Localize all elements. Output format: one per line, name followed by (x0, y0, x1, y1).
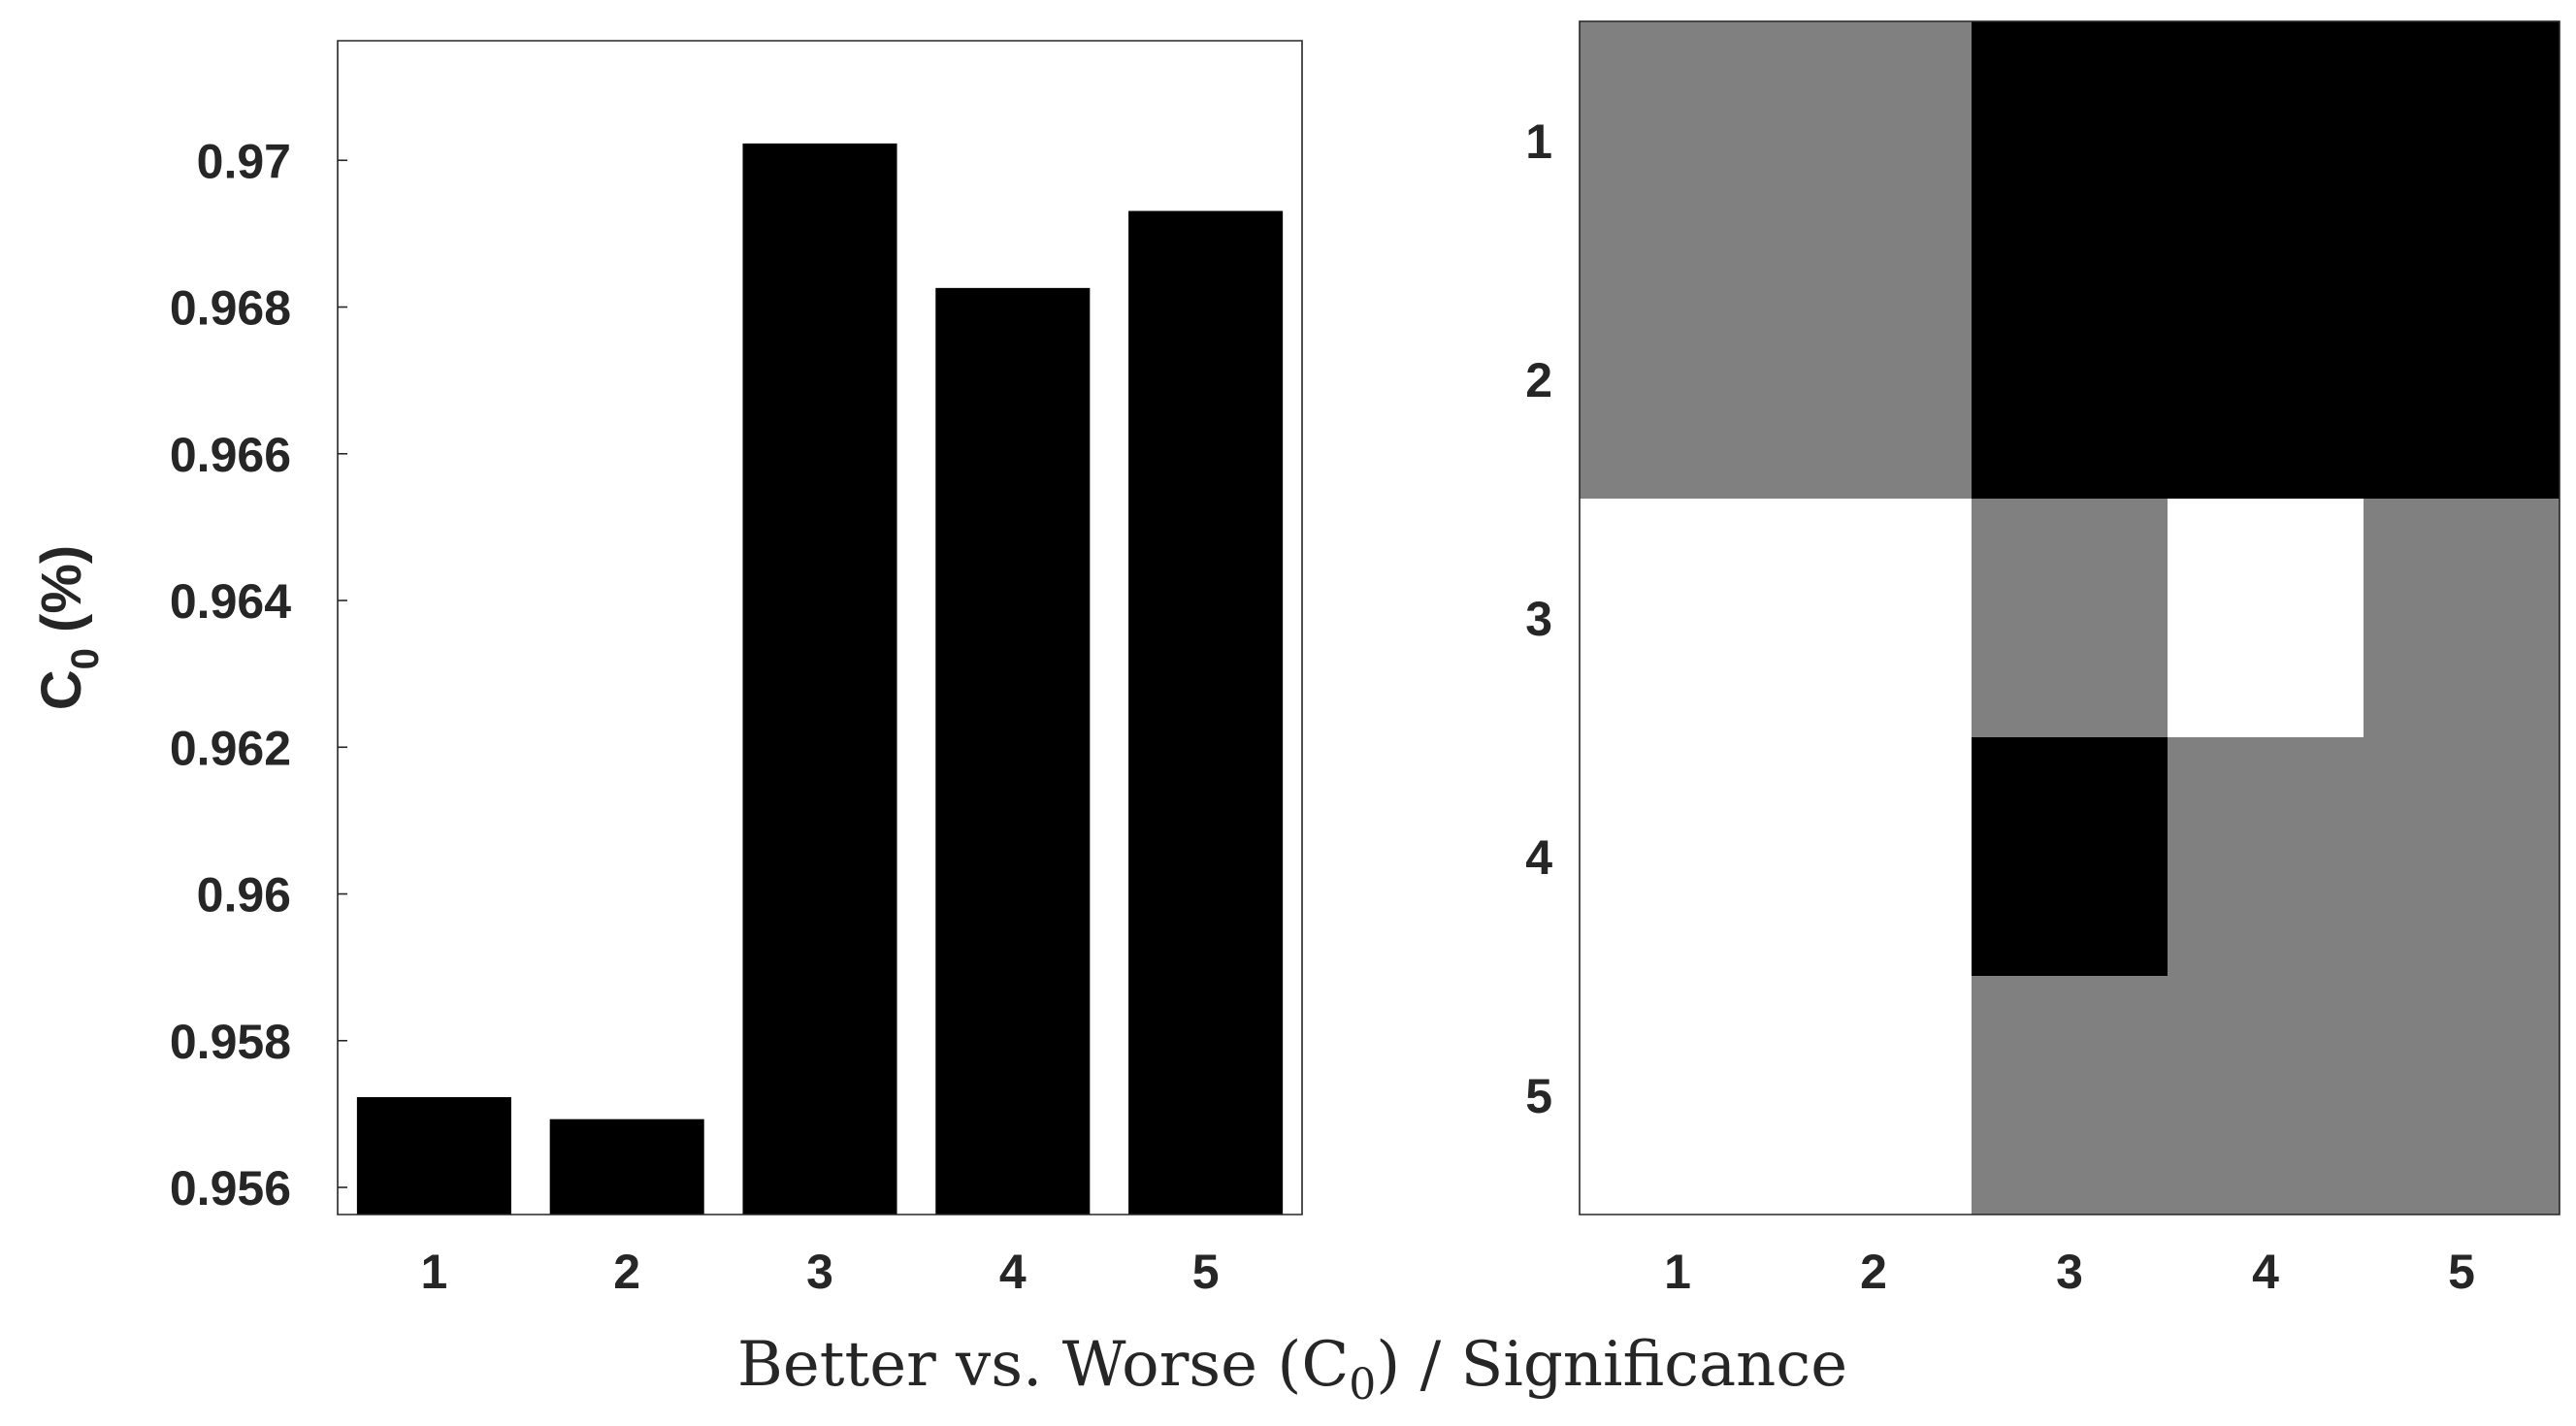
bar-y-tick-0.958: 0.958 (170, 1015, 291, 1069)
heatmap-cell-1-3 (1972, 21, 2168, 261)
heatmap-cell-2-1 (1580, 260, 1777, 500)
bar-5 (1128, 211, 1284, 1215)
bar-x-tick-labels: 1 2 3 4 5 (420, 1245, 1219, 1299)
figure-x-axis-label-part1: Better vs. Worse (C (737, 1329, 1349, 1401)
heatmap-cell-4-1 (1580, 737, 1777, 977)
heatmap-cell-4-3 (1972, 737, 2168, 977)
bar-y-tick-0.97: 0.97 (197, 134, 291, 188)
heatmap-cell-1-2 (1776, 21, 1973, 261)
heatmap-axes-frame (1579, 20, 2560, 1215)
bar-1 (356, 1097, 511, 1215)
bar-y-axis-label: C0 (%) (30, 545, 107, 710)
bar-y-tick-0.962: 0.962 (170, 721, 291, 775)
bar-x-tick-2: 2 (613, 1245, 640, 1299)
bar-y-tick-labels: 0.956 0.958 0.96 0.962 0.964 0.966 0.968 0.97 (170, 134, 347, 1215)
heatmap-cell-1-4 (2168, 21, 2364, 261)
heatmap-cell-5-3 (1972, 976, 2168, 1215)
heatmap-cell-4-5 (2364, 737, 2560, 977)
heatmap-x-tick-labels: 1 2 3 4 5 (1664, 1245, 2475, 1299)
bar-x-tick-5: 5 (1192, 1245, 1220, 1299)
heatmap-cell-3-2 (1776, 499, 1973, 738)
bar-y-tick-0.956: 0.956 (170, 1161, 291, 1215)
bar-2 (549, 1118, 704, 1215)
heatmap-cell-2-2 (1776, 260, 1973, 500)
bar-chart: 0.956 0.958 0.96 0.962 0.964 0.966 0.968 0.97 1… (30, 40, 1303, 1299)
bar-y-axis-label-rest: (%) (30, 545, 93, 648)
heatmap-cell-5-4 (2168, 976, 2364, 1215)
heatmap-y-tick-2: 2 (1525, 353, 1552, 407)
heatmap-cell-2-4 (2168, 260, 2364, 500)
bar-y-axis-label-main: C (30, 669, 93, 710)
heatmap-x-tick-2: 2 (1860, 1245, 1887, 1299)
heatmap-cell-3-5 (2364, 499, 2560, 738)
heatmap-cell-4-4 (2168, 737, 2364, 977)
heatmap-x-tick-1: 1 (1664, 1245, 1691, 1299)
bar-x-tick-4: 4 (999, 1245, 1027, 1299)
heatmap-cell-2-3 (1972, 260, 2168, 500)
heatmap-y-tick-3: 3 (1525, 592, 1552, 646)
bar-x-tick-1: 1 (420, 1245, 447, 1299)
figure-x-axis-label: Better vs. Worse (C0) / Significance (737, 1329, 1847, 1410)
heatmap-x-tick-5: 5 (2448, 1245, 2475, 1299)
bar-y-axis-label-sub: 0 (64, 648, 107, 669)
bar-y-tick-0.968: 0.968 (170, 281, 291, 336)
heatmap-cell-3-4 (2168, 499, 2364, 738)
heatmap-cell-1-5 (2364, 21, 2560, 261)
heatmap-cell-3-1 (1580, 499, 1777, 738)
heatmap-cell-5-1 (1580, 976, 1777, 1215)
heatmap-cell-4-2 (1776, 737, 1973, 977)
heatmap-y-tick-1: 1 (1525, 114, 1552, 169)
figure-x-axis-label-part2: ) / Significance (1376, 1329, 1847, 1401)
bar-y-tick-0.96: 0.96 (197, 868, 291, 923)
heatmap-cell-5-5 (2364, 976, 2560, 1215)
heatmap-cells (1580, 21, 2560, 1215)
bar-3 (742, 143, 897, 1215)
significance-heatmap: 1 2 3 4 5 1 2 3 4 5 (1525, 20, 2560, 1299)
heatmap-x-tick-3: 3 (2056, 1245, 2083, 1299)
heatmap-cell-3-3 (1972, 499, 2168, 738)
bar-y-tick-0.964: 0.964 (170, 574, 291, 629)
heatmap-cell-1-1 (1580, 21, 1777, 261)
heatmap-y-tick-labels: 1 2 3 4 5 (1525, 114, 1552, 1123)
heatmap-y-tick-5: 5 (1525, 1069, 1552, 1123)
bar-axes-frame (337, 40, 1303, 1215)
bar-y-tick-0.966: 0.966 (170, 428, 291, 482)
heatmap-cell-2-5 (2364, 260, 2560, 500)
figure-x-axis-label-sub: 0 (1349, 1360, 1376, 1410)
bar-x-tick-3: 3 (806, 1245, 833, 1299)
heatmap-y-tick-4: 4 (1525, 830, 1552, 885)
heatmap-cell-5-2 (1776, 976, 1973, 1215)
bar-4 (935, 287, 1091, 1215)
bars-group (356, 143, 1284, 1215)
heatmap-x-tick-4: 4 (2252, 1245, 2279, 1299)
